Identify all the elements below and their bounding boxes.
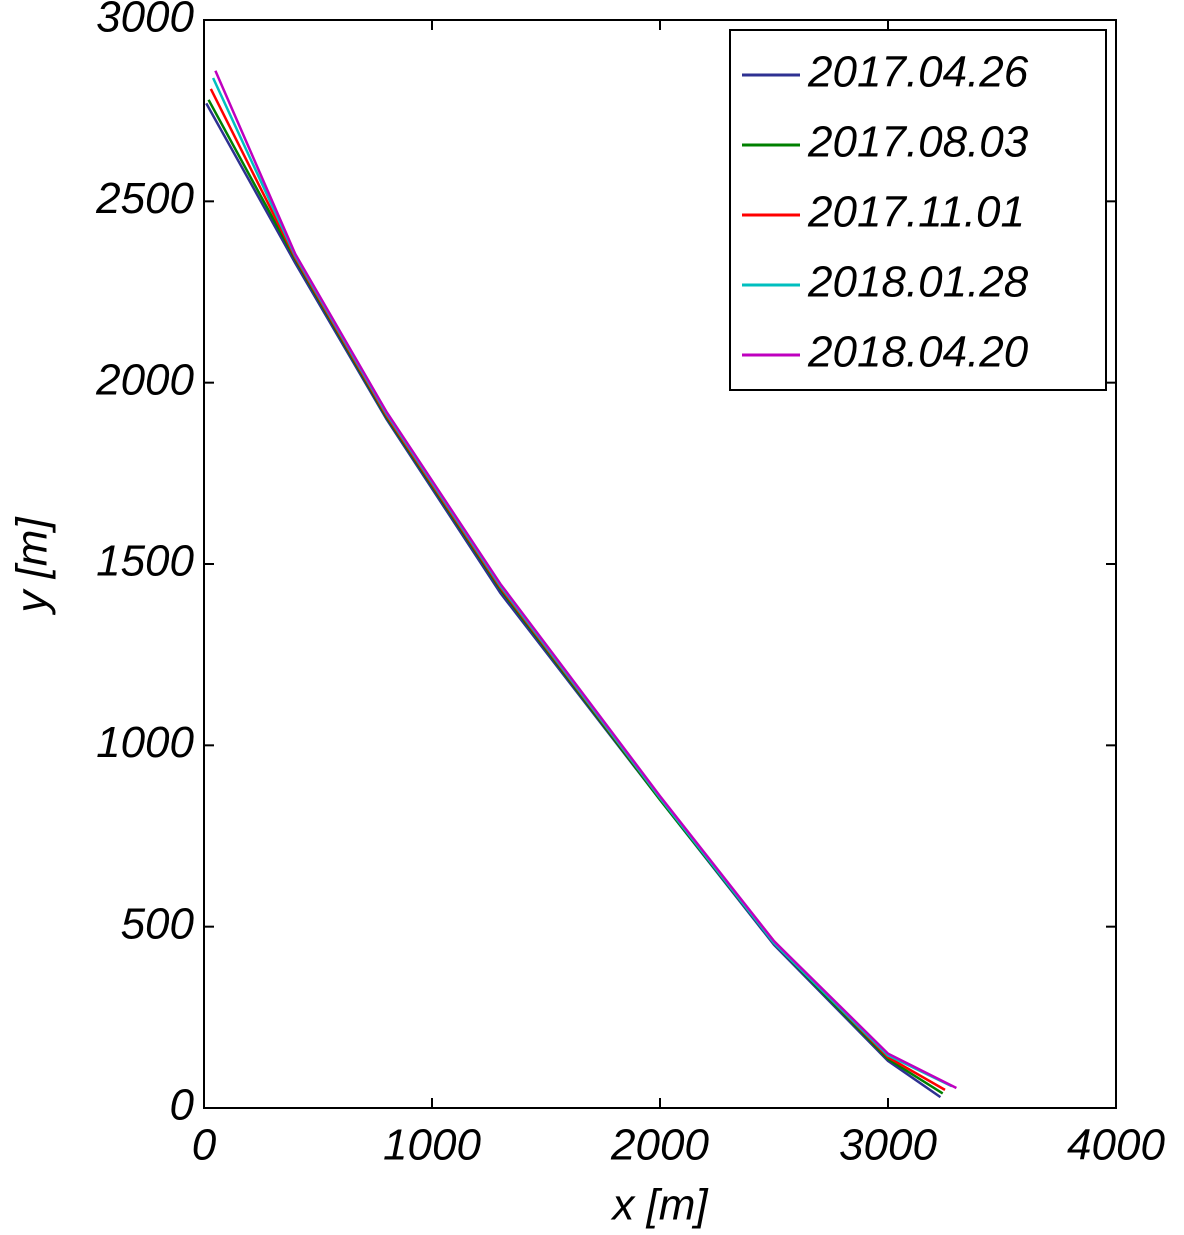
y-tick-label: 1500 bbox=[96, 537, 194, 586]
x-tick-label: 2000 bbox=[610, 1121, 709, 1170]
y-tick-label: 3000 bbox=[96, 0, 194, 42]
x-tick-label: 4000 bbox=[1067, 1121, 1165, 1170]
y-tick-label: 1000 bbox=[96, 718, 194, 767]
y-axis-label: y [m] bbox=[8, 516, 57, 616]
y-tick-label: 0 bbox=[170, 1081, 195, 1130]
legend-label: 2018.01.28 bbox=[807, 258, 1029, 307]
legend-label: 2017.04.26 bbox=[807, 48, 1029, 97]
x-tick-label: 3000 bbox=[839, 1121, 937, 1170]
x-tick-label: 1000 bbox=[383, 1121, 481, 1170]
legend-label: 2017.08.03 bbox=[807, 118, 1029, 167]
x-axis-label: x [m] bbox=[610, 1181, 709, 1230]
y-tick-label: 2500 bbox=[95, 174, 194, 223]
legend-box bbox=[729, 29, 1107, 391]
y-tick-label: 2000 bbox=[95, 355, 194, 404]
legend-label: 2017.11.01 bbox=[807, 188, 1025, 237]
x-tick-label: 0 bbox=[192, 1121, 217, 1170]
y-tick-label: 500 bbox=[121, 899, 195, 948]
series-line bbox=[214, 70, 957, 1090]
legend-label: 2018.04.20 bbox=[807, 328, 1029, 377]
